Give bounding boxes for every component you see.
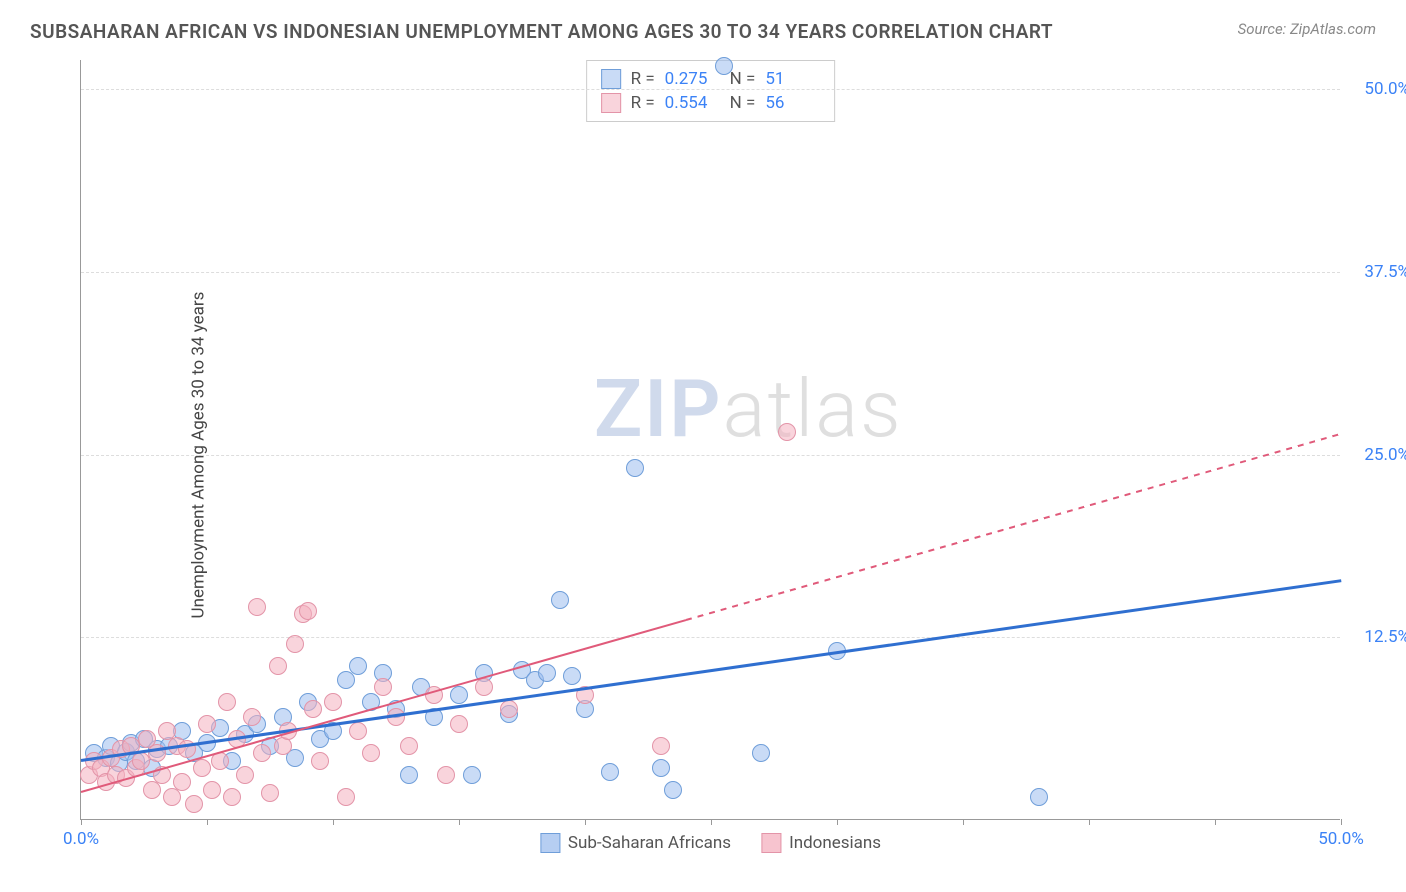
data-point	[269, 657, 287, 675]
stat-swatch	[601, 93, 621, 113]
x-tick	[837, 819, 838, 825]
x-tick	[81, 819, 82, 825]
data-point	[626, 459, 644, 477]
data-point	[236, 766, 254, 784]
data-point	[437, 766, 455, 784]
stat-row: R = 0.275 N = 51	[601, 67, 821, 91]
data-point	[248, 598, 266, 616]
stat-row: R = 0.554 N = 56	[601, 91, 821, 115]
data-point	[223, 788, 241, 806]
x-tick	[1089, 819, 1090, 825]
y-tick-label: 50.0%	[1364, 79, 1406, 99]
data-point	[193, 759, 211, 777]
source-attribution: Source: ZipAtlas.com	[1238, 20, 1376, 38]
stat-r-label: R =	[631, 93, 655, 113]
data-point	[551, 591, 569, 609]
data-point	[185, 795, 203, 813]
x-tick	[207, 819, 208, 825]
data-point	[337, 671, 355, 689]
data-point	[324, 693, 342, 711]
data-point	[349, 722, 367, 740]
legend-item: Indonesians	[761, 833, 881, 853]
data-point	[198, 715, 216, 733]
data-point	[400, 737, 418, 755]
data-point	[538, 664, 556, 682]
legend-item: Sub-Saharan Africans	[540, 833, 731, 853]
x-tick	[459, 819, 460, 825]
stat-r-label: R =	[631, 69, 655, 89]
legend-swatch	[540, 833, 560, 853]
data-point	[362, 744, 380, 762]
data-point	[218, 693, 236, 711]
gridline	[81, 637, 1340, 638]
data-point	[349, 657, 367, 675]
data-point	[261, 784, 279, 802]
legend-swatch	[761, 833, 781, 853]
x-tick-label: 50.0%	[1318, 829, 1364, 849]
x-tick-label: 0.0%	[63, 829, 99, 849]
chart-container: Unemployment Among Ages 30 to 34 years Z…	[50, 60, 1380, 850]
stat-r-value: 0.275	[665, 69, 720, 89]
data-point	[664, 781, 682, 799]
data-point	[1030, 788, 1048, 806]
data-point	[500, 700, 518, 718]
x-tick	[711, 819, 712, 825]
data-point	[243, 708, 261, 726]
gridline	[81, 455, 1340, 456]
data-point	[450, 715, 468, 733]
data-point	[463, 766, 481, 784]
stat-n-value: 56	[765, 93, 820, 113]
data-point	[374, 678, 392, 696]
stat-n-label: N =	[730, 69, 756, 89]
x-tick	[1215, 819, 1216, 825]
x-tick	[1341, 819, 1342, 825]
data-point	[450, 686, 468, 704]
data-point	[299, 602, 317, 620]
y-tick-label: 12.5%	[1364, 627, 1406, 647]
stat-swatch	[601, 69, 621, 89]
data-point	[475, 678, 493, 696]
data-point	[173, 773, 191, 791]
data-point	[400, 766, 418, 784]
legend-label: Sub-Saharan Africans	[568, 833, 731, 853]
series-legend: Sub-Saharan Africans Indonesians	[540, 833, 881, 853]
stat-n-value: 51	[765, 69, 820, 89]
y-tick-label: 37.5%	[1364, 262, 1406, 282]
plot-area: ZIPatlas R = 0.275N = 51R = 0.554N = 56 …	[80, 60, 1340, 820]
stat-r-value: 0.554	[665, 93, 720, 113]
chart-title: SUBSAHARAN AFRICAN VS INDONESIAN UNEMPLO…	[30, 20, 1053, 43]
data-point	[601, 763, 619, 781]
x-tick	[585, 819, 586, 825]
data-point	[752, 744, 770, 762]
data-point	[563, 667, 581, 685]
data-point	[304, 700, 322, 718]
correlation-stats-box: R = 0.275 N = 51 R = 0.554 N = 56	[586, 60, 836, 122]
data-point	[715, 57, 733, 75]
x-tick	[333, 819, 334, 825]
data-point	[311, 752, 329, 770]
x-tick	[963, 819, 964, 825]
gridline	[81, 272, 1340, 273]
stat-n-label: N =	[730, 93, 756, 113]
y-tick-label: 25.0%	[1364, 445, 1406, 465]
data-point	[778, 423, 796, 441]
data-point	[253, 744, 271, 762]
legend-label: Indonesians	[789, 833, 881, 853]
watermark: ZIPatlas	[594, 362, 903, 456]
data-point	[652, 759, 670, 777]
data-point	[203, 781, 221, 799]
data-point	[652, 737, 670, 755]
trend-line	[81, 619, 686, 793]
gridline	[81, 89, 1340, 90]
data-point	[286, 635, 304, 653]
data-point	[337, 788, 355, 806]
